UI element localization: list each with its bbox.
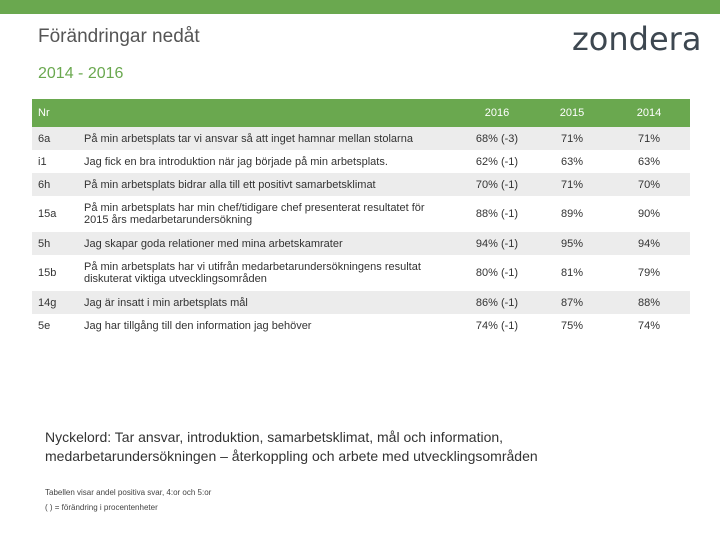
row-value-2016: 80% (-1) xyxy=(475,267,519,279)
column-header-2016: 2016 xyxy=(484,107,510,119)
row-value-2015: 63% xyxy=(560,155,584,168)
column-header-nr: Nr xyxy=(38,107,50,119)
keywords-text: Nyckelord: Tar ansvar, introduktion, sam… xyxy=(45,428,665,466)
row-value-2015: 89% xyxy=(560,208,584,220)
row-value-2016: 88% (-1) xyxy=(475,208,519,220)
row-nr: 6a xyxy=(38,132,51,145)
row-value-2016: 70% (-1) xyxy=(475,178,519,191)
logo-text: zondera xyxy=(572,20,702,58)
page-title: Förändringar nedåt xyxy=(38,26,200,47)
row-value-2015: 81% xyxy=(560,267,584,279)
row-nr: 5e xyxy=(38,319,51,332)
row-nr: 5h xyxy=(38,237,51,250)
column-header-2015: 2015 xyxy=(559,107,585,119)
row-statement: På min arbetsplats har vi utifrån medarb… xyxy=(84,261,421,285)
row-nr: i1 xyxy=(38,155,47,168)
table-row: 15a På min arbetsplats har min chef/tidi… xyxy=(32,196,690,232)
table-row: i1 Jag fick en bra introduktion när jag … xyxy=(32,150,690,173)
row-nr: 15b xyxy=(38,267,57,279)
footnote-positive-answers: Tabellen visar andel positiva svar, 4:or… xyxy=(45,488,212,497)
row-value-2014: 90% xyxy=(637,208,661,220)
row-value-2014: 94% xyxy=(637,237,661,250)
row-value-2015: 71% xyxy=(560,178,584,191)
zondera-logo: zondera xyxy=(572,20,712,62)
row-value-2016: 68% (-3) xyxy=(475,132,519,145)
row-value-2014: 71% xyxy=(637,132,661,145)
row-value-2014: 70% xyxy=(637,178,661,191)
row-statement: På min arbetsplats bidrar alla till ett … xyxy=(84,178,376,191)
table-row: 5e Jag har tillgång till den information… xyxy=(32,314,690,337)
row-statement: Jag har tillgång till den information ja… xyxy=(84,319,312,332)
page-subtitle: 2014 - 2016 xyxy=(38,65,124,82)
row-value-2014: 79% xyxy=(637,267,661,279)
row-value-2015: 71% xyxy=(560,132,584,145)
table-row: 6a På min arbetsplats tar vi ansvar så a… xyxy=(32,127,690,150)
row-statement: Jag fick en bra introduktion när jag bör… xyxy=(84,155,388,168)
top-accent-bar xyxy=(0,0,720,14)
table-row: 14g Jag är insatt i min arbetsplats mål … xyxy=(32,291,690,314)
keywords-body: : Tar ansvar, introduktion, samarbetskli… xyxy=(45,429,538,464)
table-row: 6h På min arbetsplats bidrar alla till e… xyxy=(32,173,690,196)
row-nr: 14g xyxy=(38,296,57,309)
row-value-2014: 63% xyxy=(637,155,661,168)
column-header-statement xyxy=(78,99,458,127)
column-header-2014: 2014 xyxy=(636,107,662,119)
footnote-change-points: ( ) = förändring i procentenheter xyxy=(45,503,158,512)
row-value-2015: 75% xyxy=(560,319,584,332)
keywords-label: Nyckelord xyxy=(45,429,108,445)
row-value-2016: 74% (-1) xyxy=(475,319,519,332)
row-nr: 6h xyxy=(38,178,51,191)
row-statement: På min arbetsplats har min chef/tidigare… xyxy=(84,202,425,226)
row-statement: På min arbetsplats tar vi ansvar så att … xyxy=(84,132,413,145)
row-value-2015: 87% xyxy=(560,296,584,309)
row-statement: Jag är insatt i min arbetsplats mål xyxy=(84,296,248,309)
row-value-2014: 88% xyxy=(637,296,661,309)
row-value-2016: 62% (-1) xyxy=(475,155,519,168)
table-row: 15b På min arbetsplats har vi utifrån me… xyxy=(32,255,690,291)
table-row: 5h Jag skapar goda relationer med mina a… xyxy=(32,232,690,255)
row-value-2016: 86% (-1) xyxy=(475,296,519,309)
row-statement: Jag skapar goda relationer med mina arbe… xyxy=(84,237,343,250)
row-value-2014: 74% xyxy=(637,319,661,332)
row-nr: 15a xyxy=(38,208,57,220)
row-value-2015: 95% xyxy=(560,237,584,250)
results-table: Nr 2016 2015 2014 6a På min arbetsplats … xyxy=(32,99,690,337)
row-value-2016: 94% (-1) xyxy=(475,237,519,250)
table-header-row: Nr 2016 2015 2014 xyxy=(32,99,690,127)
